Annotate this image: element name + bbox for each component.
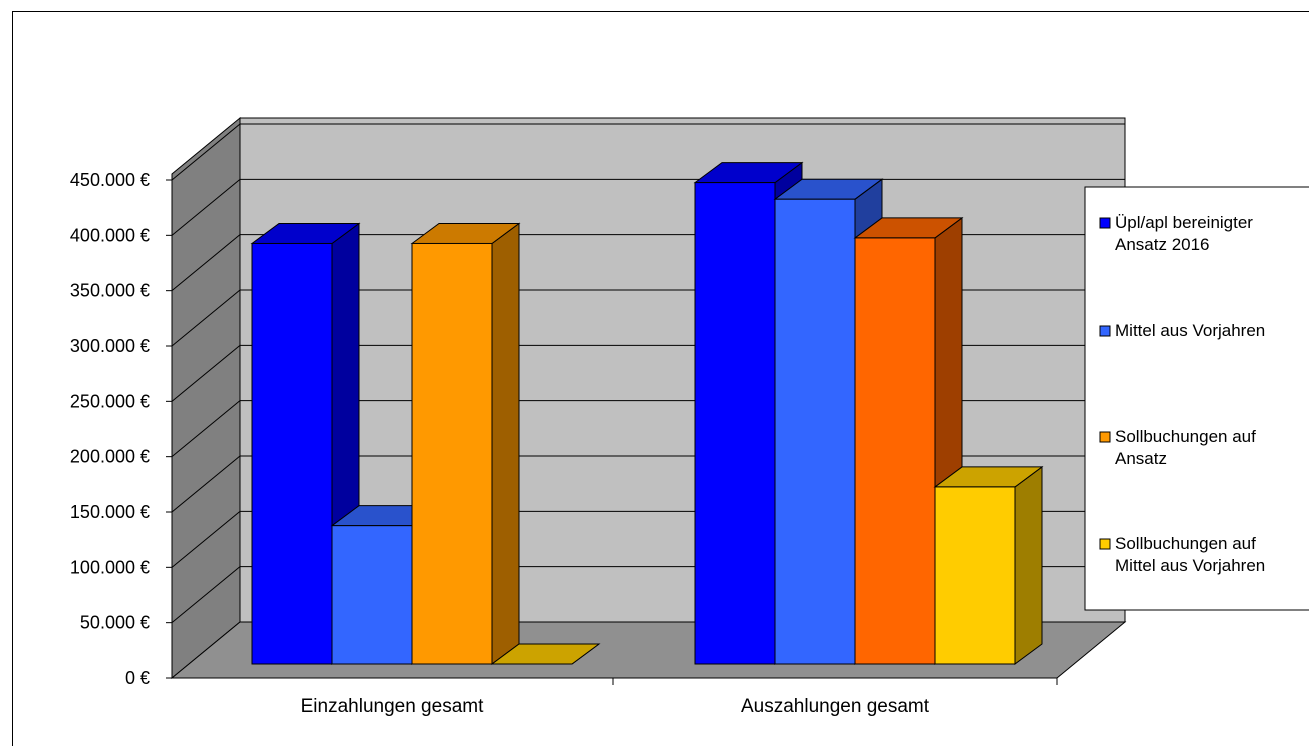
legend-label: Üpl/apl bereinigter (1115, 213, 1253, 232)
legend-swatch (1100, 218, 1110, 228)
x-category-label: Auszahlungen gesamt (741, 696, 930, 717)
side-wall (172, 118, 240, 678)
bar (412, 223, 519, 664)
bar-front (412, 243, 492, 664)
legend-swatch (1100, 432, 1110, 442)
bar-front (332, 526, 412, 664)
bar-side (1015, 467, 1042, 664)
y-tick-label: 250.000 € (70, 391, 150, 411)
legend-label: Mittel aus Vorjahren (1115, 321, 1265, 340)
x-category-label: Einzahlungen gesamt (301, 696, 484, 717)
legend-label: Ansatz (1115, 449, 1167, 468)
bar-front (935, 487, 1015, 664)
bar-front (855, 238, 935, 664)
legend-swatch (1100, 326, 1110, 336)
bar-side (492, 223, 519, 664)
y-tick-label: 400.000 € (70, 225, 150, 245)
y-tick-label: 300.000 € (70, 336, 150, 356)
legend-label: Ansatz 2016 (1115, 235, 1210, 254)
legend-label: Sollbuchungen auf (1115, 534, 1256, 553)
y-tick-label: 150.000 € (70, 502, 150, 522)
legend-label: Mittel aus Vorjahren (1115, 556, 1265, 575)
y-tick-label: 200.000 € (70, 447, 150, 467)
y-tick-label: 0 € (125, 668, 150, 688)
y-tick-label: 50.000 € (80, 613, 150, 633)
legend-label: Sollbuchungen auf (1115, 427, 1256, 446)
bar-front (252, 243, 332, 664)
bar-front (695, 183, 775, 664)
y-tick-label: 100.000 € (70, 557, 150, 577)
y-tick-label: 450.000 € (70, 170, 150, 190)
bar (935, 467, 1042, 664)
legend-swatch (1100, 539, 1110, 549)
y-tick-label: 350.000 € (70, 281, 150, 301)
bar-front (775, 199, 855, 664)
